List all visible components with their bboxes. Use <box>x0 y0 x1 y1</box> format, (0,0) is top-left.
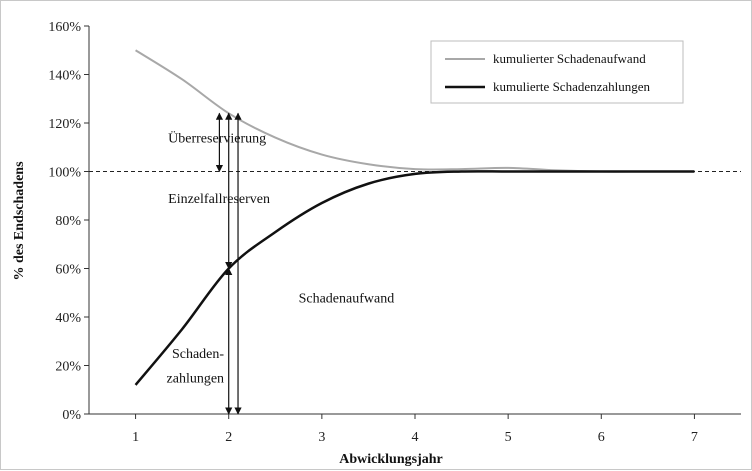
x-tick-label: 6 <box>598 430 605 445</box>
legend-label-schadenaufwand: kumulierter Schadenaufwand <box>493 51 646 66</box>
y-tick-label: 0% <box>62 408 81 423</box>
x-axis-title: Abwicklungsjahr <box>339 452 442 467</box>
x-tick-label: 5 <box>505 430 512 445</box>
annotation-label: zahlungen <box>167 371 225 386</box>
annotation-label: Überreservierung <box>168 129 266 146</box>
annotation-label: Einzelfallreserven <box>168 192 270 207</box>
x-tick-label: 1 <box>132 430 139 445</box>
x-tick-label: 7 <box>691 430 698 445</box>
x-tick-label: 2 <box>225 430 232 445</box>
axes-layer: 0% 20% 40% 60% 80% 100% 120% 140% 160% 1 2 3 4 5 6 7 <box>48 20 741 445</box>
annotation-label: Schadenaufwand <box>299 291 395 306</box>
y-tick-label: 80% <box>55 214 81 229</box>
legend-frame <box>430 40 684 104</box>
y-tick-label: 120% <box>48 117 81 132</box>
y-tick-label: 40% <box>55 311 81 326</box>
y-tick-label: 60% <box>55 263 81 278</box>
legend-label-schadenzahlungen: kumulierte Schadenzahlungen <box>493 79 651 94</box>
y-axis-title: % des Endschadens <box>12 161 27 281</box>
x-tick-label: 3 <box>318 430 325 445</box>
legend: kumulierter Schadenaufwand kumulierte Sc… <box>430 40 684 104</box>
y-tick-label: 160% <box>48 20 81 35</box>
annotation-label: Schaden- <box>172 347 224 362</box>
annotation-layer: Überreservierung Einzelfallreserven Schade… <box>167 112 395 415</box>
y-tick-label: 140% <box>48 69 81 84</box>
y-tick-label: 20% <box>55 360 81 375</box>
y-tick-label: 100% <box>48 166 81 181</box>
x-tick-label: 4 <box>412 430 419 445</box>
